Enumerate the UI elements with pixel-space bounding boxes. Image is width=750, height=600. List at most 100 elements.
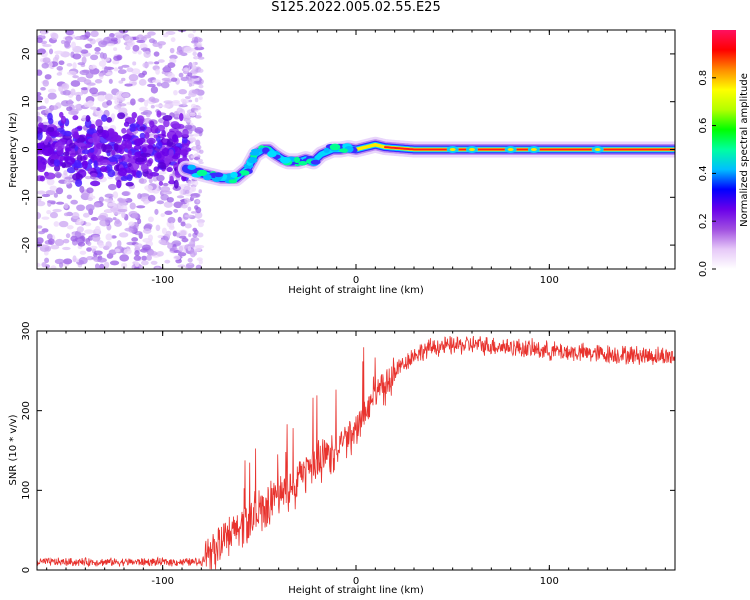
noise-blob: [187, 257, 193, 263]
noise-blob: [90, 245, 98, 250]
noise-blob: [198, 189, 202, 194]
noise-blob: [66, 225, 74, 230]
noise-blob: [41, 40, 48, 45]
ridge-blob: [310, 159, 321, 165]
noise-blob: [117, 208, 128, 213]
signal-blob: [153, 166, 160, 173]
noise-blob: [94, 225, 101, 234]
signal-blob: [140, 163, 149, 172]
noise-blob: [47, 200, 56, 204]
noise-blob: [184, 124, 193, 130]
noise-blob: [97, 214, 107, 221]
noise-blob: [194, 205, 199, 210]
noise-blob: [103, 198, 113, 202]
noise-blob: [192, 227, 198, 232]
noise-blob: [192, 30, 197, 34]
noise-blob: [147, 194, 156, 202]
signal-blob: [73, 131, 79, 139]
noise-blob: [130, 98, 136, 106]
noise-blob: [195, 139, 201, 147]
noise-blob: [110, 37, 118, 42]
noise-blob: [169, 54, 178, 60]
noise-blob: [76, 204, 86, 212]
signal-blob: [72, 173, 83, 181]
noise-blob: [93, 250, 103, 256]
noise-blob: [87, 38, 93, 42]
noise-blob: [85, 204, 95, 212]
noise-blob: [64, 40, 71, 48]
noise-blob: [151, 79, 161, 84]
chart-title: S125.2022.005.02.55.E25: [271, 0, 441, 15]
ridge-blob: [298, 160, 308, 166]
noise-blob: [158, 239, 167, 245]
noise-blob: [47, 88, 57, 93]
noise-blob: [109, 260, 120, 266]
signal-blob: [141, 146, 147, 153]
signal-blob: [182, 128, 189, 138]
signal-blob: [81, 149, 90, 155]
colorbar-gradient: [712, 30, 736, 269]
noise-blob: [54, 171, 62, 178]
noise-blob: [188, 233, 192, 238]
noise-blob: [86, 82, 96, 86]
signal-blob: [135, 157, 146, 163]
noise-blob: [56, 66, 64, 71]
noise-blob: [72, 53, 82, 60]
noise-blob: [188, 241, 194, 245]
noise-blob: [70, 199, 78, 205]
noise-blob: [66, 62, 73, 67]
signal-blob: [73, 159, 82, 169]
noise-blob: [143, 34, 152, 39]
signal-blob: [126, 174, 133, 182]
noise-blob: [194, 46, 205, 51]
noise-blob: [72, 62, 77, 70]
noise-blob: [153, 51, 160, 57]
signal-blob: [72, 115, 79, 121]
noise-blob: [54, 50, 64, 55]
noise-blob: [53, 221, 60, 227]
colorbar-tick-label: 0.0: [698, 261, 709, 277]
noise-blob: [134, 243, 143, 249]
noise-blob: [37, 262, 41, 267]
noise-blob: [89, 65, 96, 70]
noise-blob: [49, 185, 58, 191]
signal-blob: [106, 117, 113, 123]
noise-blob: [148, 250, 158, 256]
noise-blob: [84, 43, 93, 49]
noise-blob: [157, 235, 163, 239]
noise-blob: [147, 234, 154, 241]
noise-blob: [184, 189, 190, 194]
signal-blob: [146, 159, 153, 167]
signal-blob: [95, 119, 103, 128]
noise-blob: [41, 193, 51, 198]
noise-blob: [158, 43, 163, 49]
noise-blob: [187, 246, 192, 251]
noise-blob: [159, 170, 167, 175]
signal-blob: [85, 114, 91, 123]
noise-blob: [98, 40, 108, 48]
noise-blob: [197, 232, 204, 238]
signal-blob: [149, 120, 155, 128]
noise-blob: [134, 250, 140, 257]
noise-blob: [104, 217, 113, 223]
noise-blob: [113, 47, 118, 51]
signal-blob: [47, 112, 53, 121]
noise-blob: [144, 99, 149, 107]
spectrogram-ytick-label: 0: [21, 146, 32, 152]
signal-blob: [60, 115, 67, 125]
noise-blob: [77, 62, 86, 66]
noise-blob: [183, 46, 193, 54]
noise-blob: [176, 195, 185, 199]
noise-blob: [165, 31, 176, 36]
signal-blob: [160, 165, 167, 170]
noise-blob: [95, 109, 104, 117]
noise-blob: [154, 104, 164, 108]
noise-blob: [112, 217, 117, 221]
noise-blob: [58, 60, 65, 66]
ridge-blob: [262, 147, 270, 154]
snr-xlabel: Height of straight line (km): [288, 585, 424, 596]
noise-blob: [121, 191, 130, 196]
noise-blob: [37, 37, 43, 44]
noise-blob: [117, 103, 127, 107]
